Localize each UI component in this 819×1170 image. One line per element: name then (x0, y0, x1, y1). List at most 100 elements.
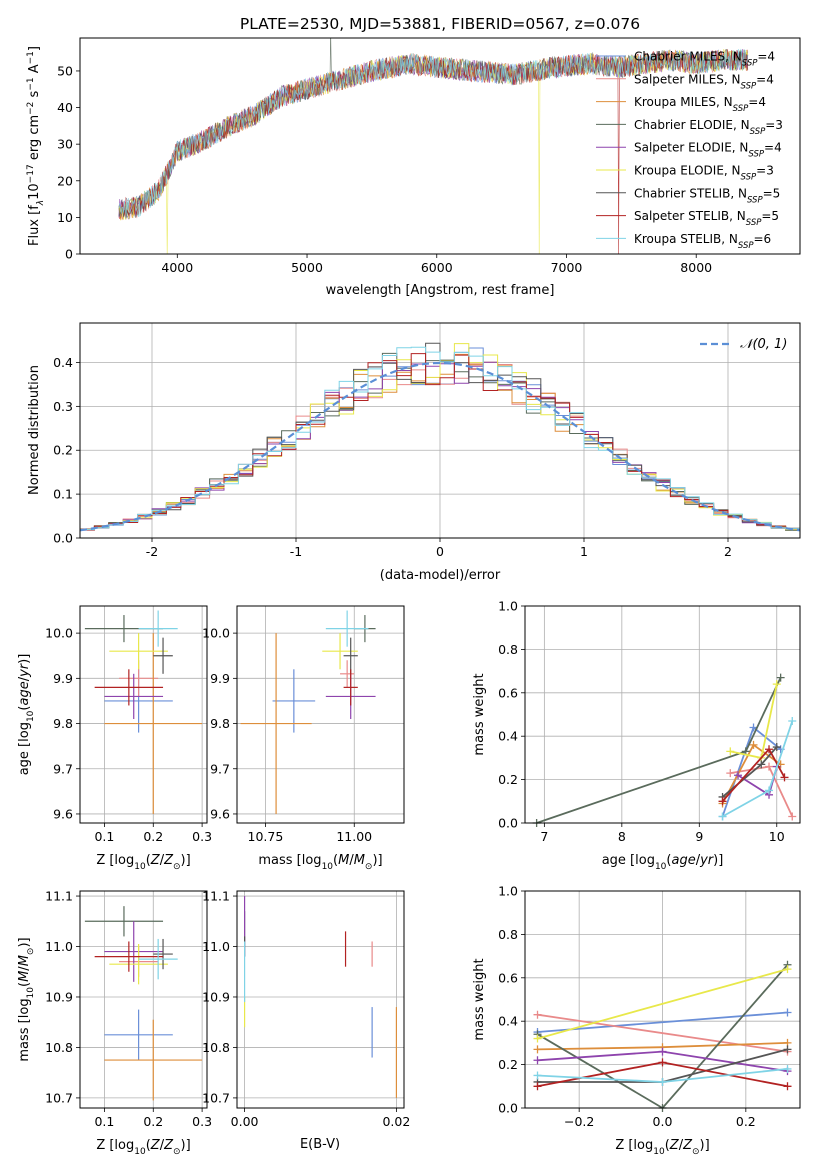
residuals-panel: -2 -1 0 1 2 0.0 0.1 0.2 0.3 0.4 𝒩(0, 1) (data-model… (27, 322, 801, 583)
y-tick-label: 11.0 (45, 939, 73, 954)
spectrum-legend: Chabrier MILES, NSSP=4 Salpeter MILES, NS… (596, 50, 783, 251)
weight-marker (783, 1064, 792, 1073)
y-tick-label: 1.0 (498, 884, 518, 899)
mass-vs-metallicity-panel: 0.1 0.2 0.3 10.7 10.8 10.9 11.0 11.1 Z [log10(Z/… (17, 889, 212, 1157)
weight-marker (783, 1045, 792, 1054)
x-axis-label: Z [log10(Z/Z⊙)] (96, 1138, 190, 1157)
x-tick-label: 7000 (551, 260, 583, 275)
legend-entry: Salpeter STELIB, NSSP=5 (634, 209, 779, 228)
y-tick-label: 10.0 (45, 626, 73, 641)
x-tick-label: 5000 (291, 260, 323, 275)
histogram-series (80, 343, 800, 531)
weight-series-line (537, 1011, 788, 1033)
legend-entry: Chabrier STELIB, NSSP=5 (634, 186, 780, 205)
x-tick-label: 0.2 (736, 1114, 756, 1129)
normal-curve (79, 361, 801, 532)
weight-marker (780, 773, 789, 782)
y-tick-label: 0.6 (498, 685, 518, 700)
x-tick-label: 2 (724, 544, 732, 559)
weight-marker (788, 812, 797, 821)
axes-frame (236, 605, 405, 824)
histogram-series (80, 346, 800, 531)
weight-marker (734, 771, 743, 780)
y-tick-label: 10.0 (202, 626, 230, 641)
axes-frame (79, 37, 801, 255)
y-tick-label: 10.8 (45, 1040, 73, 1055)
weight-marker (658, 1058, 667, 1067)
y-axis-label: mass weight (472, 673, 487, 755)
y-tick-label: 9.9 (53, 671, 73, 686)
x-axis-label: mass [log10(M/M⊙)] (258, 853, 382, 872)
y-tick-label: 30 (57, 137, 73, 152)
y-tick-label: 0.4 (498, 1014, 518, 1029)
y-tick-label: 10.7 (45, 1090, 73, 1105)
spectrum-lines (118, 38, 749, 254)
legend-entry: Kroupa MILES, NSSP=4 (634, 95, 766, 114)
y-tick-label: 11.1 (202, 889, 230, 904)
y-tick-label: 0.4 (498, 729, 518, 744)
x-tick-label: 0.1 (94, 829, 114, 844)
y-tick-label: 9.6 (210, 806, 230, 821)
axes-frame (524, 605, 801, 824)
weight-marker (726, 769, 735, 778)
y-tick-label: 10.9 (45, 989, 73, 1004)
weight-marker (658, 1077, 667, 1086)
y-tick-label: 10 (57, 210, 73, 225)
x-tick-label: 10.75 (248, 829, 284, 844)
weight-marker (718, 812, 727, 821)
x-tick-label: 0.00 (231, 1114, 259, 1129)
y-tick-label: 10.9 (202, 989, 230, 1004)
x-tick-label: 7 (540, 829, 548, 844)
y-tick-label: 50 (57, 63, 73, 78)
x-tick-label: 4000 (161, 260, 193, 275)
figure-title: PLATE=2530, MJD=53881, FIBERID=0567, z=0… (240, 15, 640, 33)
weight-marker (658, 1047, 667, 1056)
x-axis-label: Z [log10(Z/Z⊙)] (96, 853, 190, 872)
y-tick-label: 0.6 (498, 970, 518, 985)
y-axis-label: mass weight (472, 958, 487, 1040)
weight-marker (783, 1082, 792, 1091)
legend-entry: Salpeter ELODIE, NSSP=4 (634, 141, 782, 160)
weight-marker (718, 797, 727, 806)
y-axis-label: Flux [fλ10−17 erg cm−2 s−1 A−1] (26, 46, 46, 246)
axes-frame (524, 890, 801, 1109)
y-tick-label: 0.0 (53, 531, 73, 546)
y-tick-label: 0.0 (498, 1101, 518, 1116)
y-tick-label: 9.7 (210, 761, 230, 776)
y-tick-label: 11.1 (45, 889, 73, 904)
y-tick-label: 1.0 (498, 599, 518, 614)
x-tick-label: 1 (580, 544, 588, 559)
y-tick-label: 40 (57, 100, 73, 115)
y-tick-label: 9.8 (210, 716, 230, 731)
y-tick-label: 10.7 (202, 1090, 230, 1105)
x-tick-label: 0.3 (192, 1114, 212, 1129)
x-tick-label: 0.0 (653, 1114, 673, 1129)
y-tick-label: 0.1 (53, 487, 73, 502)
weight-marker (788, 717, 797, 726)
weight-vs-age-panel: 7 8 9 10 0.0 0.2 0.4 0.6 0.8 1.0 age [log10(age/yr… (472, 599, 801, 872)
legend-entry: Kroupa ELODIE, NSSP=3 (634, 164, 774, 183)
weight-marker (776, 673, 785, 682)
spectrum-series-line (118, 49, 749, 218)
histogram-series (80, 353, 800, 531)
weight-marker (783, 965, 792, 974)
axes-frame (79, 890, 208, 1109)
x-axis-label: Z [log10(Z/Z⊙)] (615, 1138, 709, 1157)
weight-marker (757, 760, 766, 769)
weight-marker (726, 747, 735, 756)
x-axis-label: E(B-V) (300, 1137, 340, 1152)
y-tick-label: 0.2 (53, 443, 73, 458)
y-tick-label: 10.8 (202, 1040, 230, 1055)
legend-entry: Chabrier ELODIE, NSSP=3 (634, 118, 783, 137)
y-tick-label: 20 (57, 173, 73, 188)
spectrum-series-line (118, 48, 749, 218)
x-tick-label: -1 (290, 544, 302, 559)
axes-frame (79, 605, 208, 824)
axes-frame (79, 322, 801, 539)
weight-series-line (537, 968, 788, 1040)
weight-marker (765, 762, 774, 771)
weight-marker (533, 1010, 542, 1019)
y-axis-label: mass [log10(M/M⊙)] (17, 937, 36, 1061)
x-tick-label: 0 (436, 544, 444, 559)
